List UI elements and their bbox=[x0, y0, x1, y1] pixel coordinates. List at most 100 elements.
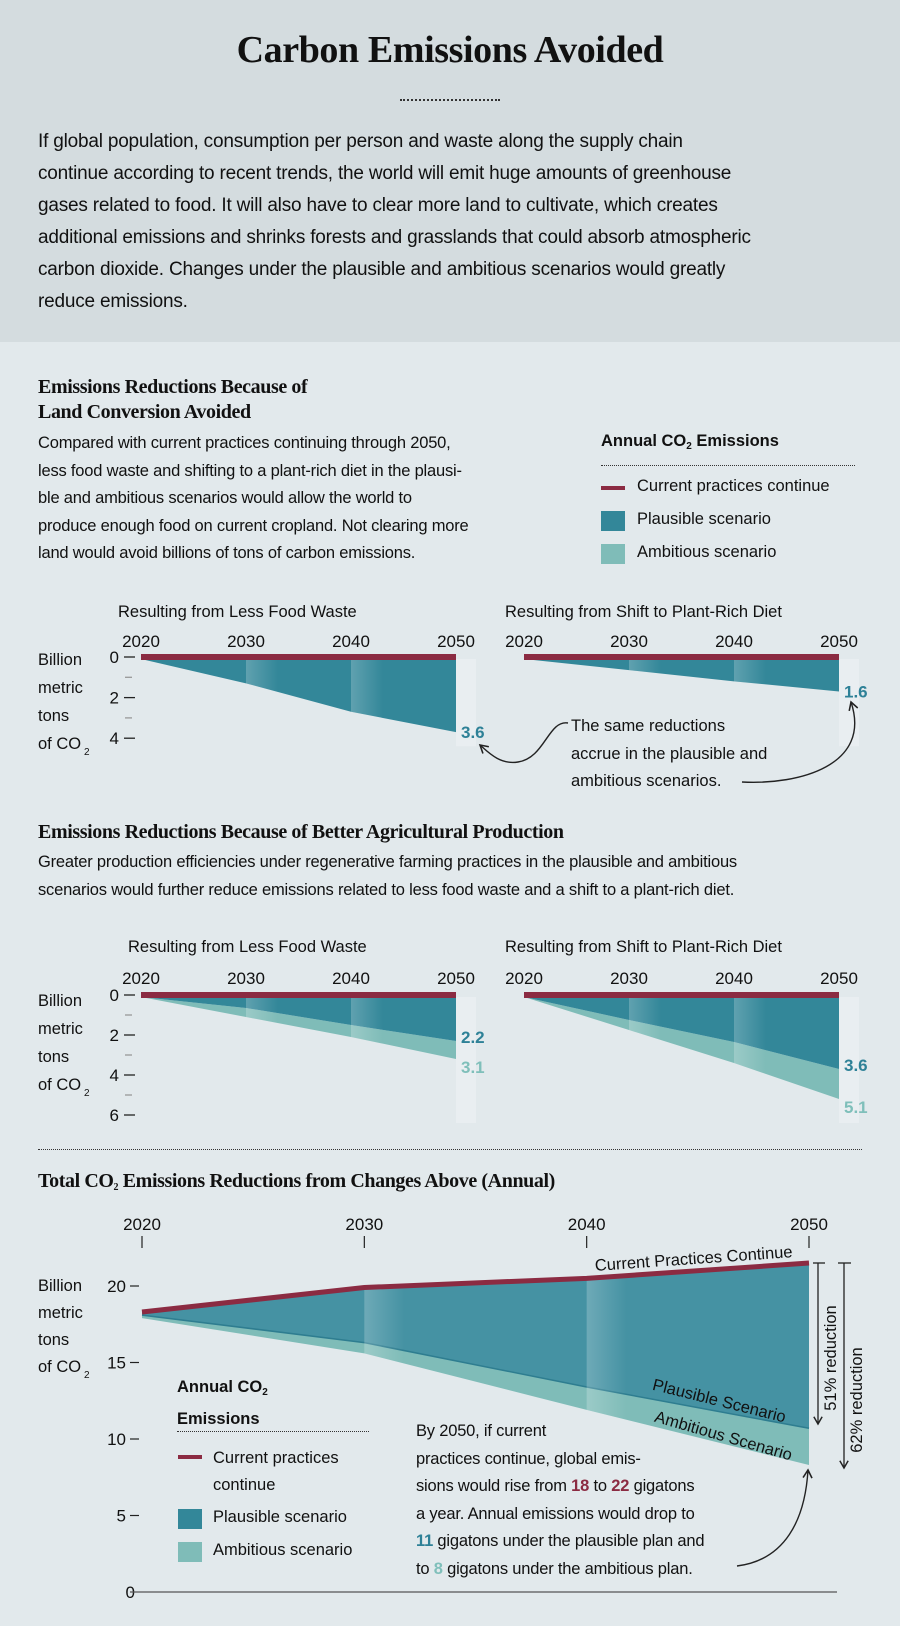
section2-text-line: Greater production efficiencies under re… bbox=[38, 853, 737, 871]
end-value-label: 3.6 bbox=[844, 1056, 868, 1075]
section3-heading: Total CO2 Emissions Reductions from Chan… bbox=[38, 1170, 555, 1193]
year-tick-label: 2030 bbox=[610, 969, 648, 988]
ylabel-line: Billion bbox=[38, 1277, 83, 1295]
end-band bbox=[839, 997, 859, 1123]
decade-band bbox=[734, 997, 766, 1099]
current-practices-line bbox=[141, 654, 456, 660]
current-practices-line bbox=[524, 992, 839, 998]
chart2b-title: Resulting from Shift to Plant-Rich Diet bbox=[505, 938, 782, 956]
year-tick-label: 2020 bbox=[122, 969, 160, 988]
total-legend-swatch-plausible bbox=[178, 1509, 202, 1529]
section1-text-line: land would avoid billions of tons of car… bbox=[38, 544, 416, 563]
end-band bbox=[456, 659, 476, 747]
decade-band bbox=[734, 659, 766, 692]
decade-band bbox=[351, 659, 383, 733]
annotation-line: ambitious scenarios. bbox=[571, 772, 722, 790]
ylabel-line: Billion bbox=[38, 651, 83, 669]
ylabel-line: metric bbox=[38, 1304, 83, 1322]
ylabel-line: metric bbox=[38, 1020, 83, 1038]
decade-band bbox=[364, 1263, 405, 1466]
ylabel-line: of CO bbox=[38, 735, 82, 753]
end-band bbox=[456, 997, 476, 1123]
chart-panel: 2020 2030 2040 2050 0 2 4 6 2.2 3.1 bbox=[110, 969, 485, 1125]
legend-divider bbox=[601, 465, 855, 466]
year-tick-label: 2040 bbox=[715, 969, 753, 988]
intro-line: continue according to recent trends, the… bbox=[38, 163, 732, 184]
plausible-area bbox=[142, 1263, 809, 1429]
curved-arrow-right bbox=[741, 700, 859, 783]
year-tick-label: 2030 bbox=[610, 632, 648, 651]
intro-line: additional emissions and shrinks forests… bbox=[38, 227, 751, 248]
y-tick-label: 0 bbox=[110, 986, 119, 1005]
y-tick-label: 0 bbox=[110, 648, 119, 667]
ylabel-subscript: 2 bbox=[84, 1370, 90, 1381]
section1-heading: Emissions Reductions Because of Land Con… bbox=[38, 375, 308, 425]
end-value-label: 3.6 bbox=[461, 723, 485, 742]
year-tick-label: 2030 bbox=[227, 969, 265, 988]
total-legend-item-ambitious: Ambitious scenario bbox=[213, 1541, 353, 1559]
year-tick-label: 2050 bbox=[820, 632, 858, 651]
plausible-line bbox=[141, 1314, 810, 1430]
section1-text-line: Compared with current practices continui… bbox=[38, 434, 451, 452]
year-tick-label: 2020 bbox=[122, 632, 160, 651]
year-tick-label: 2040 bbox=[715, 632, 753, 651]
chart1b-title: Resulting from Shift to Plant-Rich Diet bbox=[505, 603, 782, 621]
decade-band bbox=[246, 659, 278, 733]
section1-text-line: less food waste and shifting to a plant-… bbox=[38, 461, 462, 480]
ylabel-line: of CO bbox=[38, 1358, 82, 1376]
plausible-area bbox=[524, 659, 839, 692]
y-tick-label: 5 bbox=[117, 1507, 126, 1526]
total-legend-swatch-current bbox=[178, 1455, 202, 1459]
chart-panel: 2020 2030 2040 2050 0 2 4 3.6 bbox=[110, 632, 485, 748]
decade-band bbox=[586, 1263, 627, 1466]
section1-text-line: ble and ambitious scenarios would allow … bbox=[38, 489, 412, 508]
current-practices-line bbox=[141, 1260, 810, 1315]
end-band bbox=[839, 659, 859, 747]
end-value-label: 5.1 bbox=[844, 1098, 868, 1117]
ylabel-line: of CO bbox=[38, 1076, 82, 1094]
y-tick-label: 10 bbox=[107, 1430, 126, 1449]
plausible-area bbox=[141, 659, 456, 733]
decade-band bbox=[351, 997, 383, 1059]
total-legend-title: Annual CO2 Emissions bbox=[177, 1378, 268, 1428]
current-practices-line bbox=[524, 654, 839, 660]
year-tick-label: 2020 bbox=[123, 1215, 161, 1234]
total-annotation: By 2050, if current practices continue, … bbox=[416, 1422, 705, 1578]
year-tick-label: 2050 bbox=[820, 969, 858, 988]
chart-panel: 2020 2030 2040 2050 3.6 5.1 bbox=[505, 969, 868, 1123]
legend-item-ambitious: Ambitious scenario bbox=[637, 543, 777, 561]
year-tick-label: 2040 bbox=[568, 1215, 606, 1234]
y-tick-label: 2 bbox=[110, 689, 119, 708]
legend-title: Annual CO2 Emissions bbox=[601, 432, 779, 452]
y-tick-label: 6 bbox=[110, 1106, 119, 1125]
section1-heading-line: Emissions Reductions Because of bbox=[38, 376, 308, 398]
intro-line: reduce emissions. bbox=[38, 291, 188, 312]
intro-line: If global population, consumption per pe… bbox=[38, 131, 683, 152]
ylabel-subscript: 2 bbox=[84, 1088, 90, 1099]
year-tick-label: 2050 bbox=[437, 969, 475, 988]
year-tick-label: 2030 bbox=[345, 1215, 383, 1234]
end-value-label: 3.1 bbox=[461, 1058, 485, 1077]
end-value-label: 2.2 bbox=[461, 1028, 485, 1047]
legend-swatch-current bbox=[601, 486, 625, 490]
year-tick-label: 2040 bbox=[332, 969, 370, 988]
intro-line: gases related to food. It will also have… bbox=[38, 195, 718, 216]
ylabel-subscript: 2 bbox=[84, 747, 90, 758]
total-legend-item-current: Current practices continue bbox=[213, 1449, 339, 1494]
year-tick-label: 2020 bbox=[505, 969, 543, 988]
section2-text-line: scenarios would further reduce emissions… bbox=[38, 880, 735, 899]
chart2a-title: Resulting from Less Food Waste bbox=[128, 938, 367, 956]
section2-heading: Emissions Reductions Because of Better A… bbox=[38, 821, 564, 843]
year-tick-label: 2050 bbox=[437, 632, 475, 651]
page-title: Carbon Emissions Avoided bbox=[236, 29, 664, 71]
legend-item-current: Current practices continue bbox=[637, 477, 830, 495]
decade-band bbox=[246, 997, 278, 1059]
decade-band bbox=[629, 997, 661, 1099]
y-tick-label: 4 bbox=[110, 729, 119, 748]
curved-arrow-total bbox=[736, 1468, 813, 1567]
y-tick-label: 20 bbox=[107, 1277, 126, 1296]
chart-panel: 2020 2030 2040 2050 1.6 bbox=[505, 632, 868, 747]
decade-band bbox=[629, 659, 661, 692]
chart1a-title: Resulting from Less Food Waste bbox=[118, 603, 357, 621]
ylabel-line: tons bbox=[38, 707, 70, 725]
